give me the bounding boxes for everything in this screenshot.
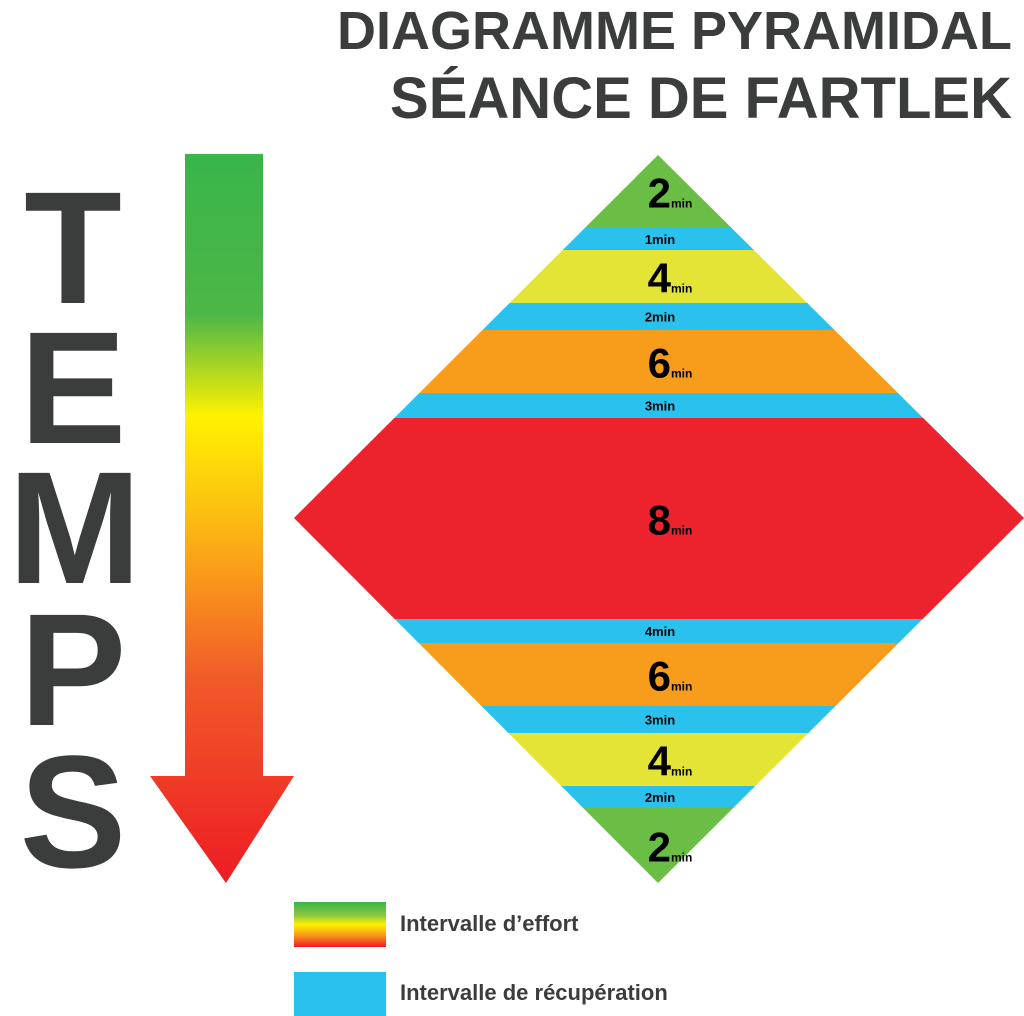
effort-interval-band	[583, 808, 734, 883]
effort-duration-label: 6min	[648, 340, 693, 387]
effort-interval-band	[509, 250, 808, 303]
effort-interval-band	[418, 643, 899, 706]
recovery-duration-label: 4min	[645, 624, 675, 639]
effort-duration-label: 2min	[648, 824, 693, 871]
time-letter-e: E	[19, 298, 127, 477]
recovery-interval-band	[562, 228, 754, 250]
recovery-duration-label: 1min	[645, 232, 675, 247]
time-letter-p: P	[19, 580, 127, 759]
recovery-duration-label: 3min	[645, 399, 675, 414]
recovery-interval-band	[482, 303, 835, 330]
effort-duration-label: 2min	[648, 170, 693, 217]
effort-interval-band	[584, 155, 732, 228]
time-letter-t: T	[24, 158, 122, 337]
effort-interval-band	[419, 330, 898, 393]
recovery-duration-label: 3min	[645, 713, 675, 728]
title-line-2: SÉANCE DE FARTLEK	[390, 66, 1012, 131]
recovery-interval-band	[394, 619, 923, 643]
recovery-interval-band	[481, 706, 836, 733]
effort-interval-band	[508, 733, 809, 786]
legend-effort-label: Intervalle d’effort	[400, 911, 579, 936]
time-letter-s: S	[19, 722, 127, 901]
effort-duration-label: 4min	[648, 255, 693, 302]
legend-recovery-label: Intervalle de récupération	[400, 980, 668, 1005]
effort-duration-label: 6min	[648, 653, 693, 700]
effort-duration-label: 4min	[648, 738, 693, 785]
effort-duration-label: 8min	[648, 497, 693, 544]
effort-interval-band	[294, 418, 1024, 619]
recovery-duration-label: 2min	[645, 790, 675, 805]
legend-effort-swatch	[294, 902, 386, 947]
time-arrow	[150, 154, 294, 883]
recovery-interval-band	[394, 393, 924, 418]
time-letter-m: M	[8, 438, 142, 617]
legend-recovery-swatch	[294, 972, 386, 1016]
title-line-1: DIAGRAMME PYRAMIDAL	[337, 1, 1012, 61]
recovery-interval-band	[561, 786, 756, 808]
recovery-duration-label: 2min	[645, 310, 675, 325]
